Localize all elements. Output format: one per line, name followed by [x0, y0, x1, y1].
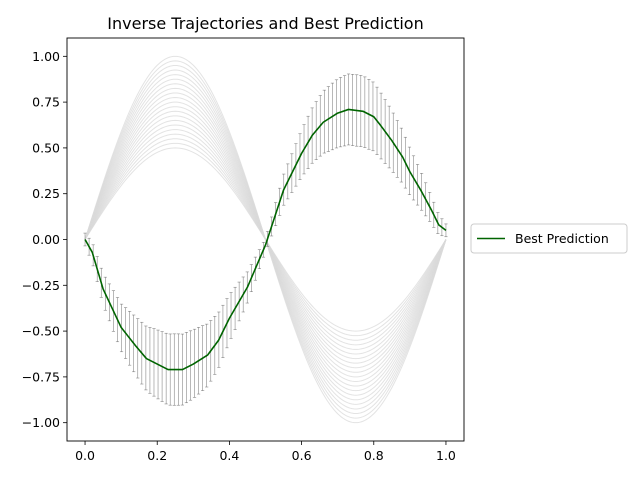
- chart-title: Inverse Trajectories and Best Prediction: [107, 14, 423, 33]
- error-bar: [83, 232, 87, 247]
- x-tick-label: 0.2: [147, 448, 167, 463]
- plot-area: [83, 55, 448, 424]
- legend: Best Prediction: [470, 223, 628, 254]
- y-tick-label: −0.25: [22, 278, 60, 293]
- y-tick-label: 0.50: [32, 140, 60, 155]
- y-tick-label: 0.25: [32, 186, 60, 201]
- axes: 0.0 0.2 0.4 0.6 0.8 1.0 −1.00 −0.75 −0.50 −0.25 0.…: [22, 37, 465, 463]
- y-tick-label: 0.00: [32, 232, 60, 247]
- x-tick-label: 0.8: [364, 448, 384, 463]
- series-line-best-prediction: [84, 108, 447, 371]
- legend-label: Best Prediction: [515, 231, 609, 246]
- y-tick-label: 0.75: [32, 95, 60, 110]
- y-tick-label: −0.75: [22, 369, 60, 384]
- y-tick-label: −1.00: [22, 415, 60, 430]
- x-tick-label: 0.0: [75, 448, 95, 463]
- x-tick-label: 1.0: [436, 448, 456, 463]
- legend-box: [470, 223, 628, 254]
- background-trajectory: [84, 55, 447, 424]
- x-tick-label: 0.4: [219, 448, 239, 463]
- x-tick-label: 0.6: [292, 448, 312, 463]
- y-tick-label: 1.00: [32, 49, 60, 64]
- error-bar: [444, 223, 448, 238]
- y-tick-label: −0.50: [22, 324, 60, 339]
